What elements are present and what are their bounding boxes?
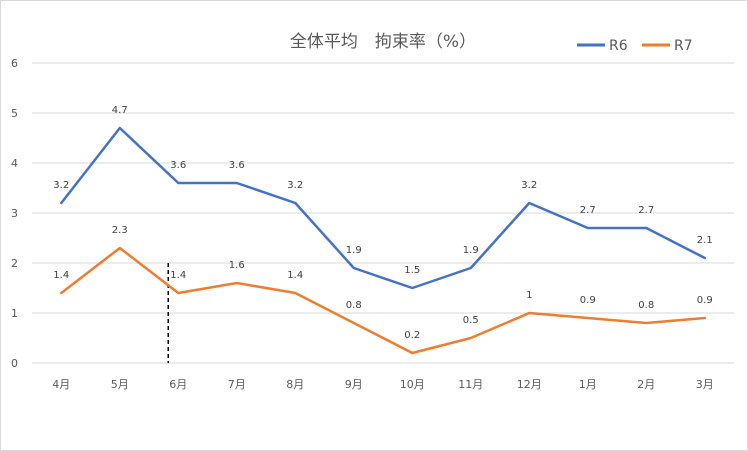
data-label-r7-9: 0.9 (580, 295, 596, 306)
series-line-r7 (60, 246, 707, 355)
y-tick-label-5: 5 (11, 107, 18, 120)
y-tick-label-2: 2 (11, 257, 18, 270)
x-tick-label-9: 1月 (579, 378, 597, 391)
y-tick-label-6: 6 (11, 57, 18, 70)
data-label-r7-11: 0.9 (697, 295, 713, 306)
data-label-r6-10: 2.7 (638, 205, 654, 216)
data-label-r7-0: 1.4 (53, 270, 69, 281)
data-label-r6-4: 3.2 (287, 180, 303, 191)
x-tick-label-11: 3月 (696, 378, 714, 391)
y-tick-label-4: 4 (11, 157, 18, 170)
data-label-r6-3: 3.6 (229, 160, 245, 171)
series-line-r6 (60, 126, 707, 290)
x-tick-label-10: 2月 (637, 378, 655, 391)
data-label-r7-2: 1.4 (170, 270, 186, 281)
x-tick-label-0: 4月 (52, 378, 70, 391)
x-tick-label-3: 7月 (228, 378, 246, 391)
data-label-r7-1: 2.3 (112, 225, 128, 236)
data-label-r6-9: 2.7 (580, 205, 596, 216)
data-label-r6-2: 3.6 (170, 160, 186, 171)
data-label-r6-7: 1.9 (463, 245, 479, 256)
x-axis: 4月 5月 6月 7月 8月 9月 10月 11月 12月 1月 2月 3月 (52, 378, 714, 391)
chart-title: 全体平均 拘束率（%） (290, 32, 476, 52)
legend-label-r6: R6 (609, 38, 628, 54)
data-label-r7-8: 1 (526, 290, 532, 301)
data-label-r7-3: 1.6 (229, 260, 245, 271)
data-label-r6-6: 1.5 (404, 265, 420, 276)
data-label-r6-8: 3.2 (521, 180, 537, 191)
legend: R6 R7 (577, 38, 693, 54)
data-label-r6-5: 1.9 (346, 245, 362, 256)
y-tick-label-0: 0 (11, 357, 18, 370)
gridlines (32, 62, 734, 364)
x-tick-label-7: 11月 (458, 378, 483, 391)
y-tick-label-1: 1 (11, 307, 18, 320)
data-label-r6-11: 2.1 (697, 235, 713, 246)
data-label-r6-0: 3.2 (53, 180, 69, 191)
x-tick-label-6: 10月 (400, 378, 425, 391)
x-tick-label-2: 6月 (169, 378, 187, 391)
legend-label-r7: R7 (674, 38, 693, 54)
y-tick-label-3: 3 (11, 207, 18, 220)
x-tick-label-5: 9月 (345, 378, 363, 391)
x-tick-label-8: 12月 (517, 378, 542, 391)
data-label-r7-10: 0.8 (638, 300, 654, 311)
data-label-r7-5: 0.8 (346, 300, 362, 311)
y-axis: 0 1 2 3 4 5 6 (11, 57, 18, 370)
series-lines (60, 126, 707, 355)
data-label-r7-6: 0.2 (404, 330, 420, 341)
x-tick-label-4: 8月 (286, 378, 304, 391)
data-labels: 3.2 4.7 3.6 3.6 3.2 1.9 1.5 1.9 3.2 2.7 2.7 2.1 1.4 2… (53, 105, 712, 341)
data-label-r7-7: 0.5 (463, 315, 479, 326)
x-tick-label-1: 5月 (111, 378, 129, 391)
data-label-r6-1: 4.7 (112, 105, 128, 116)
data-label-r7-4: 1.4 (287, 270, 303, 281)
